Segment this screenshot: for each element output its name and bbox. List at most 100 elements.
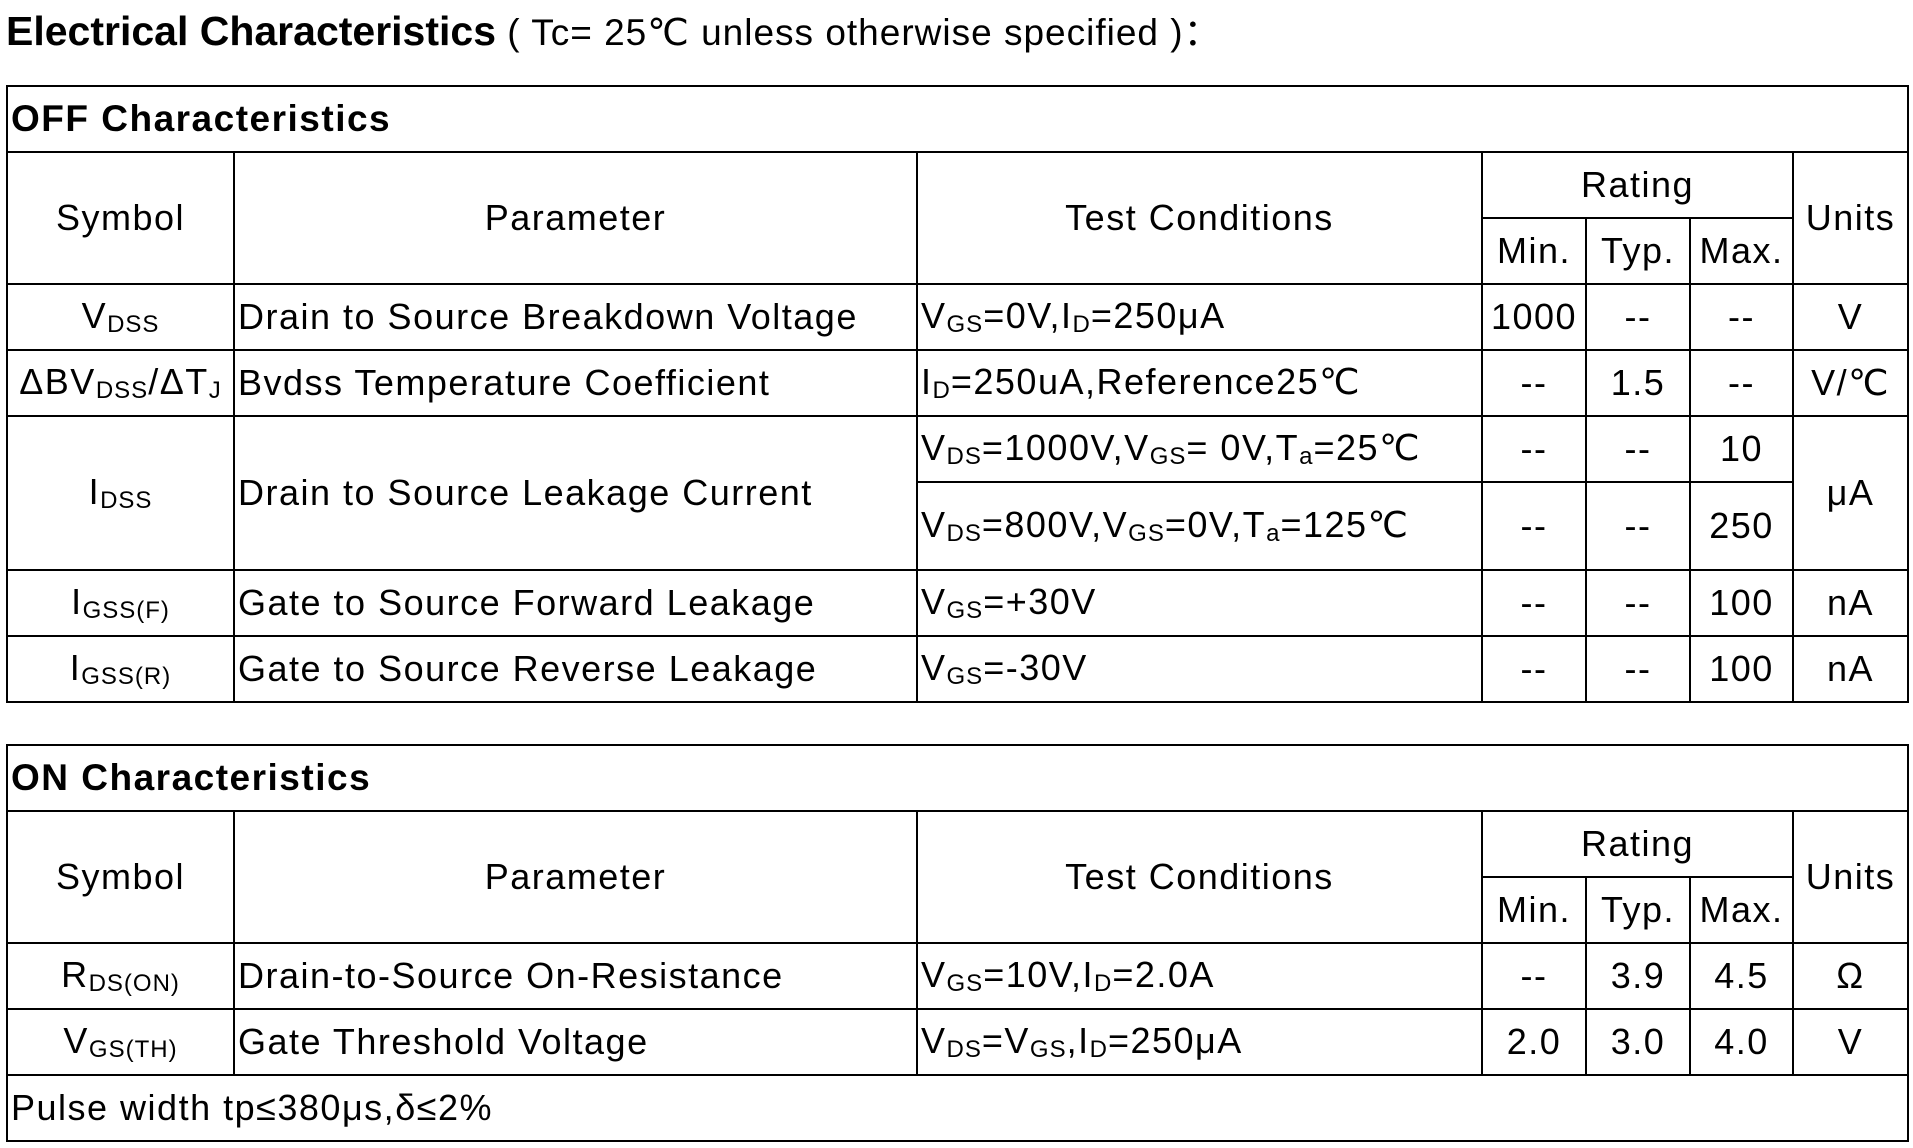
condition-cell: VGS=10V,ID=2.0A xyxy=(916,942,1483,1010)
condition: ( Tc= 25℃ unless otherwise specified )： xyxy=(507,12,1222,53)
subscript: DSS xyxy=(107,311,160,338)
parameter-cell: Drain-to-Source On-Resistance xyxy=(233,942,918,1010)
data-row: IGSS(F) Gate to Source Forward Leakage VGS… xyxy=(6,569,1910,637)
condition-cell: VDS=1000V,VGS= 0V,Ta=25℃ xyxy=(916,415,1483,483)
column-header: Test Conditions xyxy=(916,810,1483,944)
section-title: OFF Characteristics xyxy=(5,85,1910,153)
subscript: DSS xyxy=(95,377,149,404)
column-header: Typ. xyxy=(1585,217,1691,285)
text-run: V xyxy=(921,1020,947,1061)
column-header: Test Conditions xyxy=(916,151,1483,285)
condition-cell: VDS=VGS,ID=250μA xyxy=(916,1008,1483,1076)
subscript: DS xyxy=(946,1036,982,1063)
rating-cell: -- xyxy=(1585,569,1691,637)
table-body: ON Characteristics Symbol Parameter Test Co… xyxy=(6,744,1909,1142)
rating-cell: -- xyxy=(1481,569,1587,637)
data-row: RDS(ON) Drain-to-Source On-Resistance VGS=… xyxy=(6,942,1909,1010)
text-run: I xyxy=(71,581,83,622)
data-row: IDSS Drain to Source Leakage Current VDS=1… xyxy=(6,415,1910,571)
text-run: =25℃ xyxy=(1313,427,1421,468)
text-run: V xyxy=(921,581,947,622)
rating-cell: 3.9 xyxy=(1585,942,1691,1010)
units-cell: μA xyxy=(1791,415,1910,571)
subscript: GS xyxy=(1029,1036,1067,1063)
column-header: Min. xyxy=(1481,217,1587,285)
characteristics-table: OFF Characteristics Symbol Parameter Test C… xyxy=(5,85,1910,703)
text-run: I xyxy=(921,361,933,402)
footnote: Pulse width tp≤380μs,δ≤2% xyxy=(6,1074,1909,1142)
data-row: ΔBVDSS/ΔTJ Bvdss Temperature Coefficient I… xyxy=(6,349,1910,417)
subscript: DS xyxy=(946,443,982,470)
text-run: =1000V,V xyxy=(981,427,1150,468)
footnote-row: Pulse width tp≤380μs,δ≤2% xyxy=(6,1074,1909,1142)
subscript: GS(TH) xyxy=(88,1036,178,1063)
rating-cell: -- xyxy=(1481,635,1587,703)
column-header: Rating xyxy=(1481,810,1794,878)
text-run: ,I xyxy=(1066,1020,1090,1061)
rating-cell: -- xyxy=(1585,481,1691,571)
units-cell: V/℃ xyxy=(1791,349,1910,417)
column-header: Max. xyxy=(1689,876,1794,944)
symbol-cell: ΔBVDSS/ΔTJ xyxy=(6,349,235,417)
column-header: Max. xyxy=(1689,217,1794,285)
subscript: J xyxy=(208,377,222,404)
rating-cell: 4.5 xyxy=(1689,942,1794,1010)
condition-cell: VGS=+30V xyxy=(916,569,1483,637)
data-row: VDS=800V,VGS=0V,Ta=125℃ -- -- 250 xyxy=(7,481,1908,571)
text-run: =2.0A xyxy=(1112,954,1215,995)
text-run: =10V,I xyxy=(983,954,1094,995)
text-run: V xyxy=(921,647,947,688)
section-title: ON Characteristics xyxy=(6,744,1909,812)
text-run: = 0V,T xyxy=(1186,427,1300,468)
header-row: Min. Typ. Max. xyxy=(7,876,1908,944)
symbol-cell: IDSS xyxy=(6,415,235,571)
rating-cell: 1.5 xyxy=(1585,349,1691,417)
data-row: VDSS Drain to Source Breakdown Voltage VGS… xyxy=(6,283,1910,351)
characteristics-table: ON Characteristics Symbol Parameter Test Co… xyxy=(6,744,1909,1142)
text-run: V xyxy=(81,295,108,336)
rating-cell: -- xyxy=(1481,942,1587,1010)
data-row: VGS(TH) Gate Threshold Voltage VDS=VGS,ID=… xyxy=(6,1008,1909,1076)
text-run: =-30V xyxy=(983,647,1088,688)
text-run: I xyxy=(69,647,82,688)
text-run: =250μA xyxy=(1090,295,1226,336)
units-cell: V xyxy=(1791,283,1910,351)
column-header: Units xyxy=(1792,810,1909,944)
text-run: =125℃ xyxy=(1280,504,1410,545)
column-header: Parameter xyxy=(233,151,918,285)
rating-cell: -- xyxy=(1585,283,1691,351)
subscript: a xyxy=(1266,520,1281,547)
subscript: DSS xyxy=(100,487,153,514)
rating-cell: 250 xyxy=(1689,481,1794,571)
parameter-cell: Drain to Source Breakdown Voltage xyxy=(233,283,918,351)
column-header: Rating xyxy=(1481,151,1794,219)
condition-cell: ID=250uA,Reference25℃ xyxy=(916,349,1483,417)
section-row: OFF Characteristics xyxy=(5,85,1910,153)
text-run: =V xyxy=(981,1020,1030,1061)
subscript: D xyxy=(1072,311,1091,338)
text-run: =800V,V xyxy=(981,504,1129,545)
subscript: D xyxy=(1093,970,1113,997)
text-run: =0V,I xyxy=(983,295,1073,336)
parameter-cell: Gate to Source Reverse Leakage xyxy=(233,635,918,703)
parameter-cell: Drain to Source Leakage Current xyxy=(233,415,918,571)
data-row: IGSS(R) Gate to Source Reverse Leakage VGS… xyxy=(6,635,1910,703)
subscript: GS xyxy=(1149,443,1187,470)
rating-cell: 100 xyxy=(1689,569,1794,637)
subscript: GS xyxy=(946,663,984,690)
text-run: V xyxy=(63,1020,89,1061)
rating-cell: -- xyxy=(1481,349,1587,417)
subscript: GS xyxy=(946,597,984,624)
text-run: V xyxy=(921,295,947,336)
table-body: OFF Characteristics Symbol Parameter Test C… xyxy=(5,85,1910,703)
text-run: V xyxy=(921,504,947,545)
subscript: GS xyxy=(946,970,984,997)
subscript: D xyxy=(932,377,951,404)
units-cell: nA xyxy=(1791,635,1910,703)
units-cell: nA xyxy=(1791,569,1910,637)
section-row: ON Characteristics xyxy=(6,744,1909,812)
symbol-cell: RDS(ON) xyxy=(6,942,235,1010)
column-header: Symbol xyxy=(6,151,235,285)
rating-cell: 1000 xyxy=(1481,283,1587,351)
